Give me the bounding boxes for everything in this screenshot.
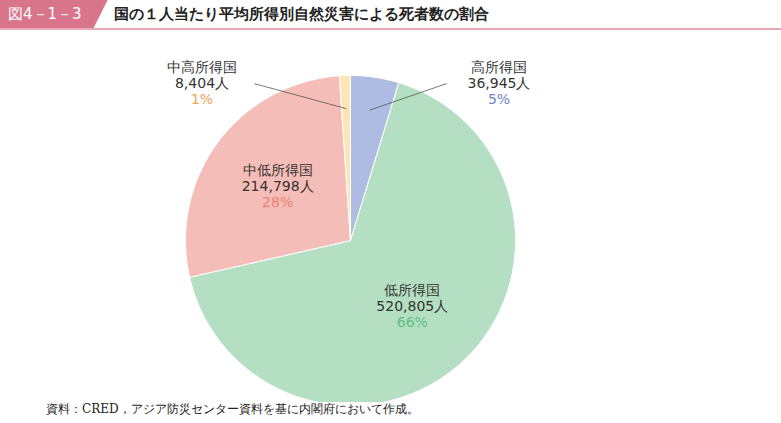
html-text:図4－1－3: 図4－1－3 — [8, 5, 82, 23]
svg-text:66%: 66% — [397, 314, 428, 330]
svg-text:214,798人: 214,798人 — [242, 178, 314, 194]
svg-text:5%: 5% — [488, 91, 510, 107]
svg-text:中高所得国: 中高所得国 — [167, 59, 237, 75]
html-text:国の１人当たり平均所得別自然災害による死者数の割合: 国の１人当たり平均所得別自然災害による死者数の割合 — [113, 4, 489, 23]
svg-text:520,805人: 520,805人 — [376, 298, 448, 314]
svg-text:高所得国: 高所得国 — [471, 59, 527, 75]
svg-text:8,404人: 8,404人 — [175, 75, 229, 91]
svg-text:36,945人: 36,945人 — [468, 75, 531, 91]
svg-text:1%: 1% — [191, 91, 213, 107]
svg-text:28%: 28% — [262, 194, 293, 210]
html-text:資料：CRED，アジア防災センター資料を基に内閣府において作: 資料：CRED，アジア防災センター資料を基に内閣府において作成。 — [46, 402, 419, 416]
svg-text:中低所得国: 中低所得国 — [243, 162, 313, 178]
svg-text:低所得国: 低所得国 — [384, 282, 440, 298]
